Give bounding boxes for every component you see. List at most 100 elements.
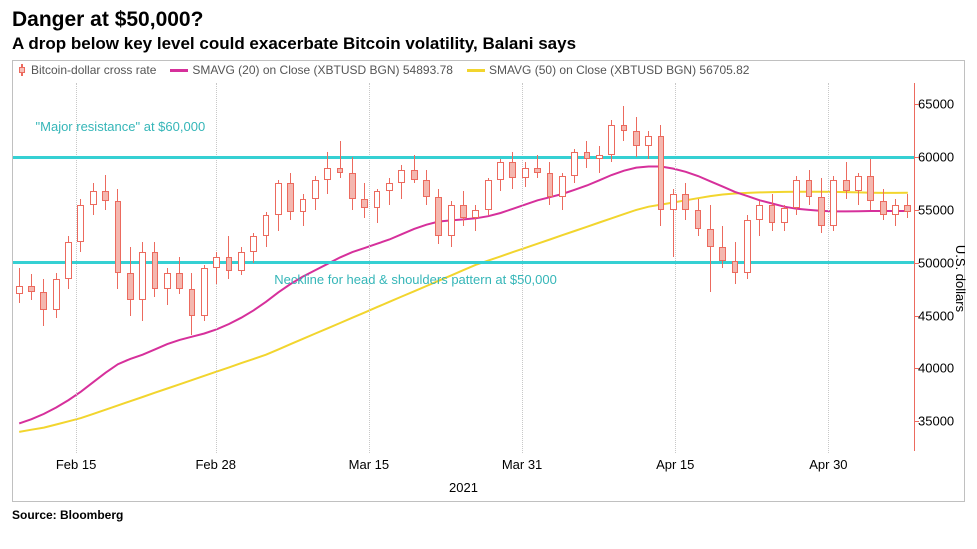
annotation: "Major resistance" at $60,000 xyxy=(36,119,206,134)
candle xyxy=(250,83,257,453)
candle xyxy=(127,83,134,453)
candle xyxy=(707,83,714,453)
candle xyxy=(16,83,23,453)
candle xyxy=(633,83,640,453)
candle xyxy=(658,83,665,453)
candle xyxy=(349,83,356,453)
candle xyxy=(411,83,418,453)
candle xyxy=(621,83,628,453)
line-icon xyxy=(467,69,485,72)
y-tick xyxy=(914,210,919,211)
grid-line xyxy=(369,83,370,453)
candle xyxy=(275,83,282,453)
legend-item-smavg20: SMAVG (20) on Close (XBTUSD BGN) 54893.7… xyxy=(170,63,453,77)
candle xyxy=(189,83,196,453)
candle xyxy=(806,83,813,453)
candle xyxy=(571,83,578,453)
candle xyxy=(880,83,887,453)
candle xyxy=(830,83,837,453)
chart-container: Bitcoin-dollar cross rate SMAVG (20) on … xyxy=(12,60,965,502)
legend-item-candle: Bitcoin-dollar cross rate xyxy=(17,63,156,77)
candle xyxy=(448,83,455,453)
y-tick-label: 65000 xyxy=(918,97,954,112)
y-tick-label: 60000 xyxy=(918,150,954,165)
candle xyxy=(139,83,146,453)
candle xyxy=(769,83,776,453)
candle xyxy=(559,83,566,453)
x-tick-label: Feb 15 xyxy=(56,457,96,472)
x-axis: 2021 Feb 15Feb 28Mar 15Mar 31Apr 15Apr 3… xyxy=(13,451,914,501)
candle xyxy=(312,83,319,453)
candle xyxy=(423,83,430,453)
y-tick-label: 35000 xyxy=(918,414,954,429)
plot-area: "Major resistance" at $60,000 Neckline fo… xyxy=(13,83,914,453)
candle xyxy=(485,83,492,453)
candle xyxy=(176,83,183,453)
legend-candle-label: Bitcoin-dollar cross rate xyxy=(31,63,156,77)
candle xyxy=(904,83,911,453)
candle xyxy=(77,83,84,453)
line-icon xyxy=(170,69,188,72)
candle xyxy=(682,83,689,453)
candle xyxy=(90,83,97,453)
candle xyxy=(509,83,516,453)
candle xyxy=(608,83,615,453)
candle xyxy=(152,83,159,453)
legend-smavg50-label: SMAVG (50) on Close (XBTUSD BGN) 56705.8… xyxy=(489,63,750,77)
candle xyxy=(460,83,467,453)
candle xyxy=(361,83,368,453)
candle xyxy=(855,83,862,453)
candle xyxy=(324,83,331,453)
candle xyxy=(497,83,504,453)
chart-title: Danger at $50,000? xyxy=(12,8,965,32)
candle xyxy=(596,83,603,453)
x-tick-label: Mar 15 xyxy=(349,457,389,472)
candle xyxy=(867,83,874,453)
candle xyxy=(53,83,60,453)
candle xyxy=(226,83,233,453)
y-tick xyxy=(914,104,919,105)
x-tick-label: Mar 31 xyxy=(502,457,542,472)
candle xyxy=(756,83,763,453)
candle xyxy=(398,83,405,453)
candle xyxy=(534,83,541,453)
candle xyxy=(892,83,899,453)
candle xyxy=(744,83,751,453)
y-tick-label: 55000 xyxy=(918,202,954,217)
candle xyxy=(300,83,307,453)
candle xyxy=(115,83,122,453)
legend-smavg20-label: SMAVG (20) on Close (XBTUSD BGN) 54893.7… xyxy=(192,63,453,77)
candle xyxy=(670,83,677,453)
x-tick-label: Feb 28 xyxy=(195,457,235,472)
candle xyxy=(386,83,393,453)
y-tick xyxy=(914,157,919,158)
candle xyxy=(843,83,850,453)
candle xyxy=(40,83,47,453)
candle xyxy=(645,83,652,453)
y-tick-label: 45000 xyxy=(918,308,954,323)
legend: Bitcoin-dollar cross rate SMAVG (20) on … xyxy=(17,63,759,77)
candle xyxy=(695,83,702,453)
y-tick xyxy=(914,263,919,264)
candle xyxy=(732,83,739,453)
y-tick-label: 40000 xyxy=(918,361,954,376)
candle xyxy=(201,83,208,453)
candle xyxy=(435,83,442,453)
grid-line xyxy=(828,83,829,453)
chart-subtitle: A drop below key level could exacerbate … xyxy=(12,34,965,54)
x-tick-label: Apr 30 xyxy=(809,457,847,472)
candle xyxy=(164,83,171,453)
annotation: Neckline for head & shoulders pattern at… xyxy=(274,272,557,287)
candle-icon xyxy=(17,64,27,76)
x-tick-label: Apr 15 xyxy=(656,457,694,472)
y-tick xyxy=(914,316,919,317)
candle xyxy=(263,83,270,453)
candle xyxy=(213,83,220,453)
candle xyxy=(102,83,109,453)
candle xyxy=(65,83,72,453)
candle xyxy=(28,83,35,453)
candle xyxy=(337,83,344,453)
candle xyxy=(818,83,825,453)
candle xyxy=(793,83,800,453)
source-label: Source: Bloomberg xyxy=(12,508,965,522)
